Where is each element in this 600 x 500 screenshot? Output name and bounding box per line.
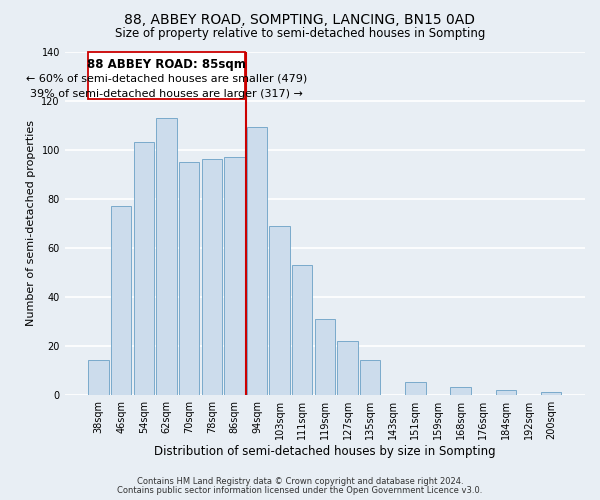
Bar [314,318,335,394]
Bar [269,226,290,394]
Bar [292,265,313,394]
Text: Size of property relative to semi-detached houses in Sompting: Size of property relative to semi-detach… [115,28,485,40]
Bar [541,392,562,394]
Bar [88,360,109,394]
Bar [451,388,471,394]
Bar [360,360,380,394]
Bar [224,157,245,394]
Bar [202,160,222,394]
FancyBboxPatch shape [88,52,245,100]
Bar [179,162,199,394]
Text: Contains HM Land Registry data © Crown copyright and database right 2024.: Contains HM Land Registry data © Crown c… [137,477,463,486]
Bar [337,341,358,394]
X-axis label: Distribution of semi-detached houses by size in Sompting: Distribution of semi-detached houses by … [154,444,496,458]
Text: Contains public sector information licensed under the Open Government Licence v3: Contains public sector information licen… [118,486,482,495]
Bar [156,118,176,394]
Bar [134,142,154,395]
Bar [247,128,267,394]
Bar [496,390,516,394]
Y-axis label: Number of semi-detached properties: Number of semi-detached properties [26,120,36,326]
Text: 88 ABBEY ROAD: 85sqm: 88 ABBEY ROAD: 85sqm [87,58,246,70]
Bar [405,382,425,394]
Text: 88, ABBEY ROAD, SOMPTING, LANCING, BN15 0AD: 88, ABBEY ROAD, SOMPTING, LANCING, BN15 … [125,12,476,26]
Text: 39% of semi-detached houses are larger (317) →: 39% of semi-detached houses are larger (… [30,90,303,100]
Bar [111,206,131,394]
Text: ← 60% of semi-detached houses are smaller (479): ← 60% of semi-detached houses are smalle… [26,74,307,84]
